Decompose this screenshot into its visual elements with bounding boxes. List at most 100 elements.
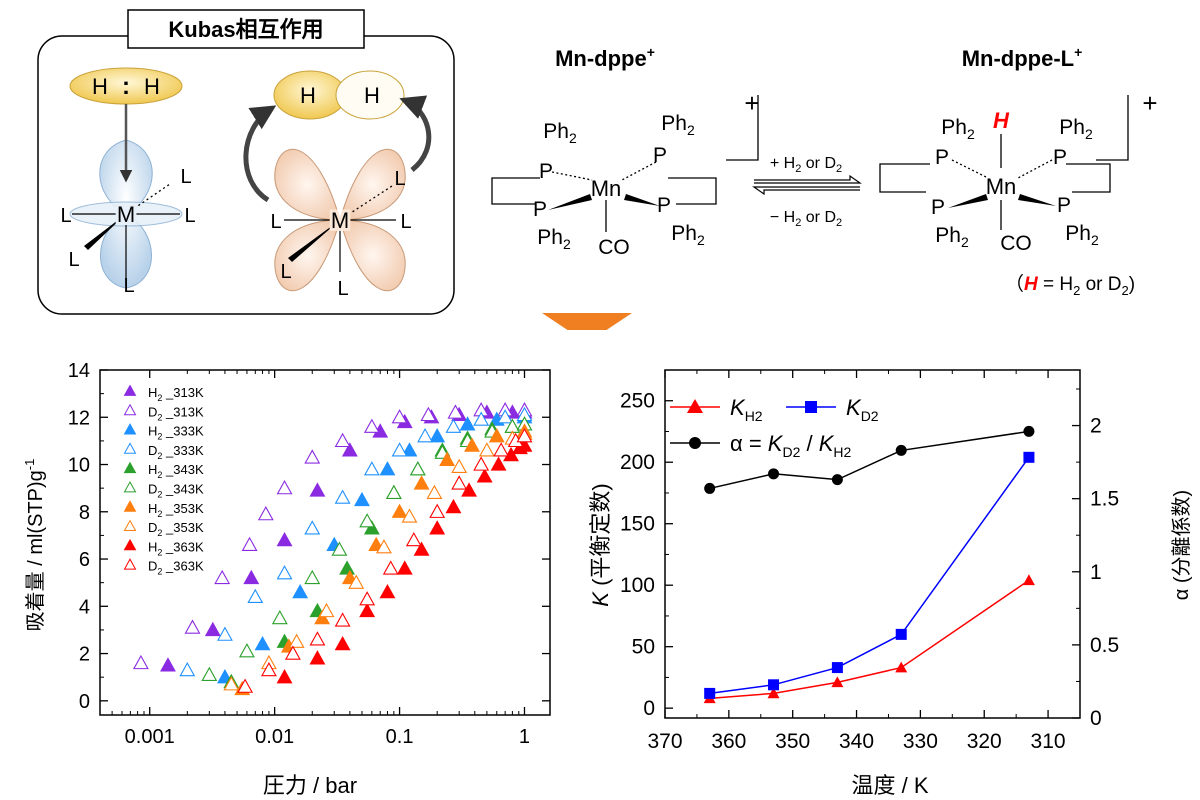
isotherm-point xyxy=(401,442,418,457)
carbonyl: CO xyxy=(1000,232,1032,255)
x-axis-label: 圧力 / bar xyxy=(263,773,357,798)
y-right-tick-label: 0 xyxy=(1090,707,1102,730)
y-left-tick-label: 50 xyxy=(632,636,655,659)
isotherm-point xyxy=(429,520,446,535)
isotherm-point xyxy=(339,560,356,575)
ligand-label: L xyxy=(180,166,191,188)
kubas-title: Kubas相互作用 xyxy=(168,17,323,42)
isotherm-point xyxy=(405,532,422,547)
isotherm-point xyxy=(334,489,351,504)
mn-dppe-name: Mn-dppe+ xyxy=(555,44,655,71)
y-tick-label: 14 xyxy=(68,360,90,382)
y-left-tick-label: 250 xyxy=(620,390,655,413)
isotherm-point xyxy=(429,428,446,443)
top-schematic: Kubas相互作用 H : H M L L L L L H H xyxy=(37,9,1158,330)
isotherm-point xyxy=(334,635,351,651)
isotherm-point xyxy=(426,484,443,500)
legend-entry: H2 _333K xyxy=(148,424,204,442)
phosphorus: P xyxy=(1057,194,1071,217)
data-point xyxy=(831,474,843,486)
phenyl-group: Ph2 xyxy=(661,112,695,138)
legend-entry: H2 _313K xyxy=(148,385,204,403)
ligand-label: L xyxy=(60,205,71,227)
complex-charge: + xyxy=(744,88,759,118)
isotherm-point xyxy=(331,541,348,556)
isotherm-point xyxy=(314,609,331,625)
isotherm-point xyxy=(391,503,408,518)
y-right-tick-label: 1 xyxy=(1090,561,1102,584)
ligand-label: L xyxy=(270,211,281,233)
isotherm-point xyxy=(204,621,221,637)
back-donation-arrow xyxy=(399,95,432,172)
legend-entry: D2 _353K xyxy=(148,520,204,538)
phosphorus: P xyxy=(935,146,949,169)
data-point xyxy=(768,468,780,480)
data-point xyxy=(1022,574,1035,586)
h-definition-note: （H = H2 or D2) xyxy=(1005,273,1135,298)
isotherm-point xyxy=(276,565,293,580)
legend-entry: H2 _363K xyxy=(148,539,204,557)
isotherm-point xyxy=(391,409,408,424)
x-tick-label: 370 xyxy=(647,730,682,753)
phosphorus: P xyxy=(533,198,547,221)
y-tick-label: 4 xyxy=(79,596,90,618)
mn-center: Mn xyxy=(591,176,622,201)
isotherm-point xyxy=(379,583,396,599)
legend-alpha: α = KD2 / KH2 xyxy=(730,431,852,460)
isotherm-point xyxy=(447,404,464,419)
isotherm-point xyxy=(309,631,326,646)
isotherm-point xyxy=(334,432,351,448)
ligand-label: L xyxy=(394,168,405,190)
legend-entry: H2 _343K xyxy=(148,462,204,480)
hh-h-left: H xyxy=(92,74,108,99)
isotherm-point xyxy=(445,418,462,433)
isotherm-point xyxy=(459,416,476,431)
isotherm-point xyxy=(341,442,358,457)
legend-entry: D2 _363K xyxy=(148,559,204,577)
isotherm-point xyxy=(413,475,430,490)
isotherm-point xyxy=(276,669,293,684)
data-point xyxy=(895,661,908,673)
ligand-label: L xyxy=(337,278,348,300)
legend-entry: D2 _333K xyxy=(148,443,204,461)
x-tick-label: 360 xyxy=(711,730,746,753)
isotherm-point xyxy=(237,678,254,693)
x-tick-label: 0.01 xyxy=(255,726,294,748)
isotherm-point xyxy=(409,461,426,476)
isotherm-point xyxy=(376,539,392,554)
phenyl-group: Ph2 xyxy=(537,226,571,252)
x-tick-label: 0.001 xyxy=(125,726,175,748)
isotherm-point xyxy=(417,428,434,443)
isotherm-point xyxy=(490,456,507,471)
y-left-tick-label: 150 xyxy=(620,513,655,536)
isotherm-point xyxy=(292,583,309,599)
y-tick-label: 2 xyxy=(79,644,90,666)
transition-arrow xyxy=(542,313,632,330)
data-point xyxy=(768,679,780,691)
isotherm-point xyxy=(254,635,271,651)
isotherm-point xyxy=(334,612,351,627)
sigma-donation-diagram: H : H M L L L L L xyxy=(60,67,196,297)
isotherm-point xyxy=(160,657,176,672)
x-tick-label: 330 xyxy=(903,730,938,753)
mn-dppe-l-name: Mn-dppe-L+ xyxy=(962,44,1083,71)
x-tick-label: 310 xyxy=(1031,730,1066,753)
legend-entry: H2 _353K xyxy=(148,501,204,519)
isotherm-point xyxy=(396,560,413,575)
metal-dxy-orbital xyxy=(274,148,406,292)
isotherm-point xyxy=(359,591,376,606)
y-right-tick-label: 2 xyxy=(1090,415,1102,438)
mn-dppe-structure: Mn-dppe+ + Mn P P P P Ph2 Ph2 Ph2 Ph2 CO xyxy=(491,44,760,259)
h-left: H xyxy=(300,83,316,108)
y-left-tick-label: 200 xyxy=(620,451,655,474)
series-line xyxy=(709,456,1030,695)
phenyl-group: Ph2 xyxy=(543,120,577,146)
hh-colon: : xyxy=(122,73,130,100)
data-point xyxy=(895,628,907,640)
isotherm-point xyxy=(429,503,446,518)
x-tick-label: 350 xyxy=(775,730,810,753)
mn-center: Mn xyxy=(986,174,1017,199)
plot-frame xyxy=(99,369,551,716)
y-tick-label: 8 xyxy=(79,502,90,524)
plot-frame xyxy=(664,369,1081,719)
